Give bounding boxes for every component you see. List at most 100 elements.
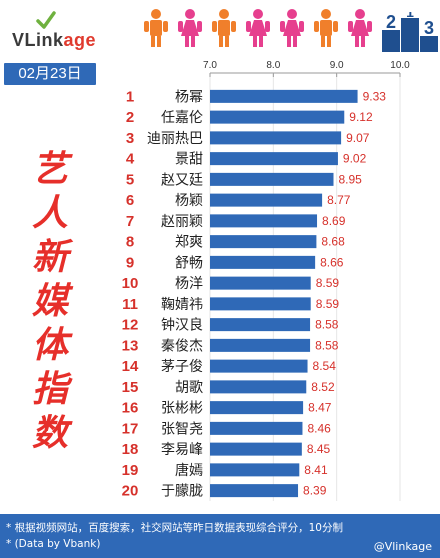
category-label: 李易峰 [161, 442, 203, 458]
bar [210, 89, 358, 103]
side-title-char: 体 [31, 325, 68, 366]
bar [210, 338, 311, 352]
value-label: 8.46 [307, 421, 331, 435]
value-label: 9.33 [363, 89, 387, 103]
category-label: 唐嫣 [175, 462, 203, 479]
person-pink-icon [348, 9, 372, 47]
ranking-bar-chart: 7.0 8.0 9.0 10.0 1 杨幂 9.33 2 任嘉伦 9.12 3 迪丽热巴 9.07 4 景甜… [122, 60, 410, 501]
bar [210, 484, 299, 498]
rank-label: 1 [126, 88, 134, 105]
vlinkage-logo: VLinkage [10, 8, 120, 51]
category-label: 鞠婧祎 [161, 297, 203, 313]
value-label: 8.47 [308, 401, 332, 415]
value-label: 8.41 [304, 463, 328, 477]
value-label: 9.07 [346, 131, 370, 145]
category-label: 秦俊杰 [161, 338, 203, 354]
value-label: 8.59 [316, 297, 340, 311]
rank-label: 19 [122, 462, 139, 479]
rank-label: 4 [126, 151, 135, 168]
value-label: 9.02 [343, 152, 367, 166]
side-title-char: 人 [31, 193, 68, 234]
rank-label: 20 [122, 483, 139, 500]
rank-label: 10 [122, 275, 139, 292]
side-title: 艺人新媒体指数 [0, 148, 100, 456]
x-tick-label: 10.0 [390, 60, 410, 71]
bar [210, 152, 338, 166]
bar [210, 421, 303, 435]
side-title-char: 媒 [31, 281, 68, 322]
category-label: 杨幂 [175, 89, 203, 105]
value-label: 8.58 [315, 338, 339, 352]
category-label: 赵又廷 [161, 172, 203, 188]
rank-label: 13 [122, 337, 139, 354]
value-label: 8.59 [316, 276, 340, 290]
value-label: 8.68 [321, 235, 345, 249]
x-tick-label: 8.0 [266, 60, 280, 71]
rank-label: 6 [126, 192, 134, 209]
side-title-char: 指 [31, 369, 68, 410]
bar [210, 235, 317, 249]
person-pink-icon [280, 9, 304, 47]
person-pink-icon [178, 9, 202, 47]
x-tick-label: 7.0 [203, 60, 217, 71]
rank-label: 12 [122, 317, 139, 334]
rank-label: 11 [122, 296, 138, 313]
rank-label: 3 [126, 130, 134, 147]
category-label: 钟汉良 [161, 317, 203, 334]
rank-label: 8 [126, 234, 134, 251]
rank-label: 2 [126, 109, 134, 126]
person-orange-icon [144, 9, 168, 47]
person-pink-icon [246, 9, 270, 47]
person-orange-icon [212, 9, 236, 47]
category-label: 郑爽 [175, 235, 203, 251]
value-label: 8.39 [303, 484, 327, 498]
logo-text-main: VLink [12, 30, 64, 50]
category-label: 舒畅 [175, 255, 203, 271]
bar [210, 442, 302, 456]
rank-label: 16 [122, 400, 139, 417]
logo-text-tail: age [63, 30, 97, 50]
category-label: 赵丽颖 [161, 214, 203, 230]
deco-digit: 3 [424, 18, 434, 38]
category-label: 杨洋 [175, 276, 203, 292]
category-label: 张智尧 [161, 421, 203, 437]
rank-label: 17 [122, 420, 139, 437]
bar [210, 110, 345, 124]
rank-label: 9 [126, 254, 134, 271]
logo-text: VLinkage [12, 30, 96, 51]
rank-label: 7 [126, 213, 134, 230]
category-label: 于朦胧 [161, 484, 203, 500]
category-label: 胡歌 [175, 380, 203, 396]
bar [210, 276, 311, 290]
side-title-char: 新 [31, 237, 68, 278]
value-label: 8.45 [307, 442, 331, 456]
bar [210, 463, 300, 477]
value-label: 8.77 [327, 193, 351, 207]
value-label: 8.52 [311, 380, 335, 394]
category-label: 张彬彬 [161, 401, 203, 417]
bar [210, 401, 304, 415]
person-orange-icon [314, 9, 338, 47]
deco-213-icon: 2 1 3 [382, 12, 438, 52]
category-label: 茅子俊 [161, 359, 203, 375]
deco-digit: 1 [406, 12, 414, 20]
logo-check-icon [36, 11, 56, 29]
people-icons-row [144, 9, 372, 47]
value-label: 9.12 [349, 110, 373, 124]
category-label: 杨颖 [175, 193, 203, 209]
value-label: 8.95 [339, 172, 363, 186]
footer-watermark: @Vlinkage [373, 540, 432, 553]
bar [210, 131, 342, 145]
rank-label: 5 [126, 171, 134, 188]
bar [210, 172, 334, 186]
side-title-char: 数 [31, 413, 68, 454]
side-title-char: 艺 [31, 149, 68, 190]
value-label: 8.58 [315, 318, 339, 332]
footer-band: * 根据视频网站，百度搜索，社交网站等昨日数据表现综合评分，10分制 * (Da… [0, 514, 440, 558]
date-badge: 02月23日 [4, 63, 96, 85]
rank-label: 18 [122, 441, 139, 458]
bar [210, 359, 308, 373]
value-label: 8.69 [322, 214, 346, 228]
bar [210, 318, 311, 332]
bar [210, 214, 318, 228]
